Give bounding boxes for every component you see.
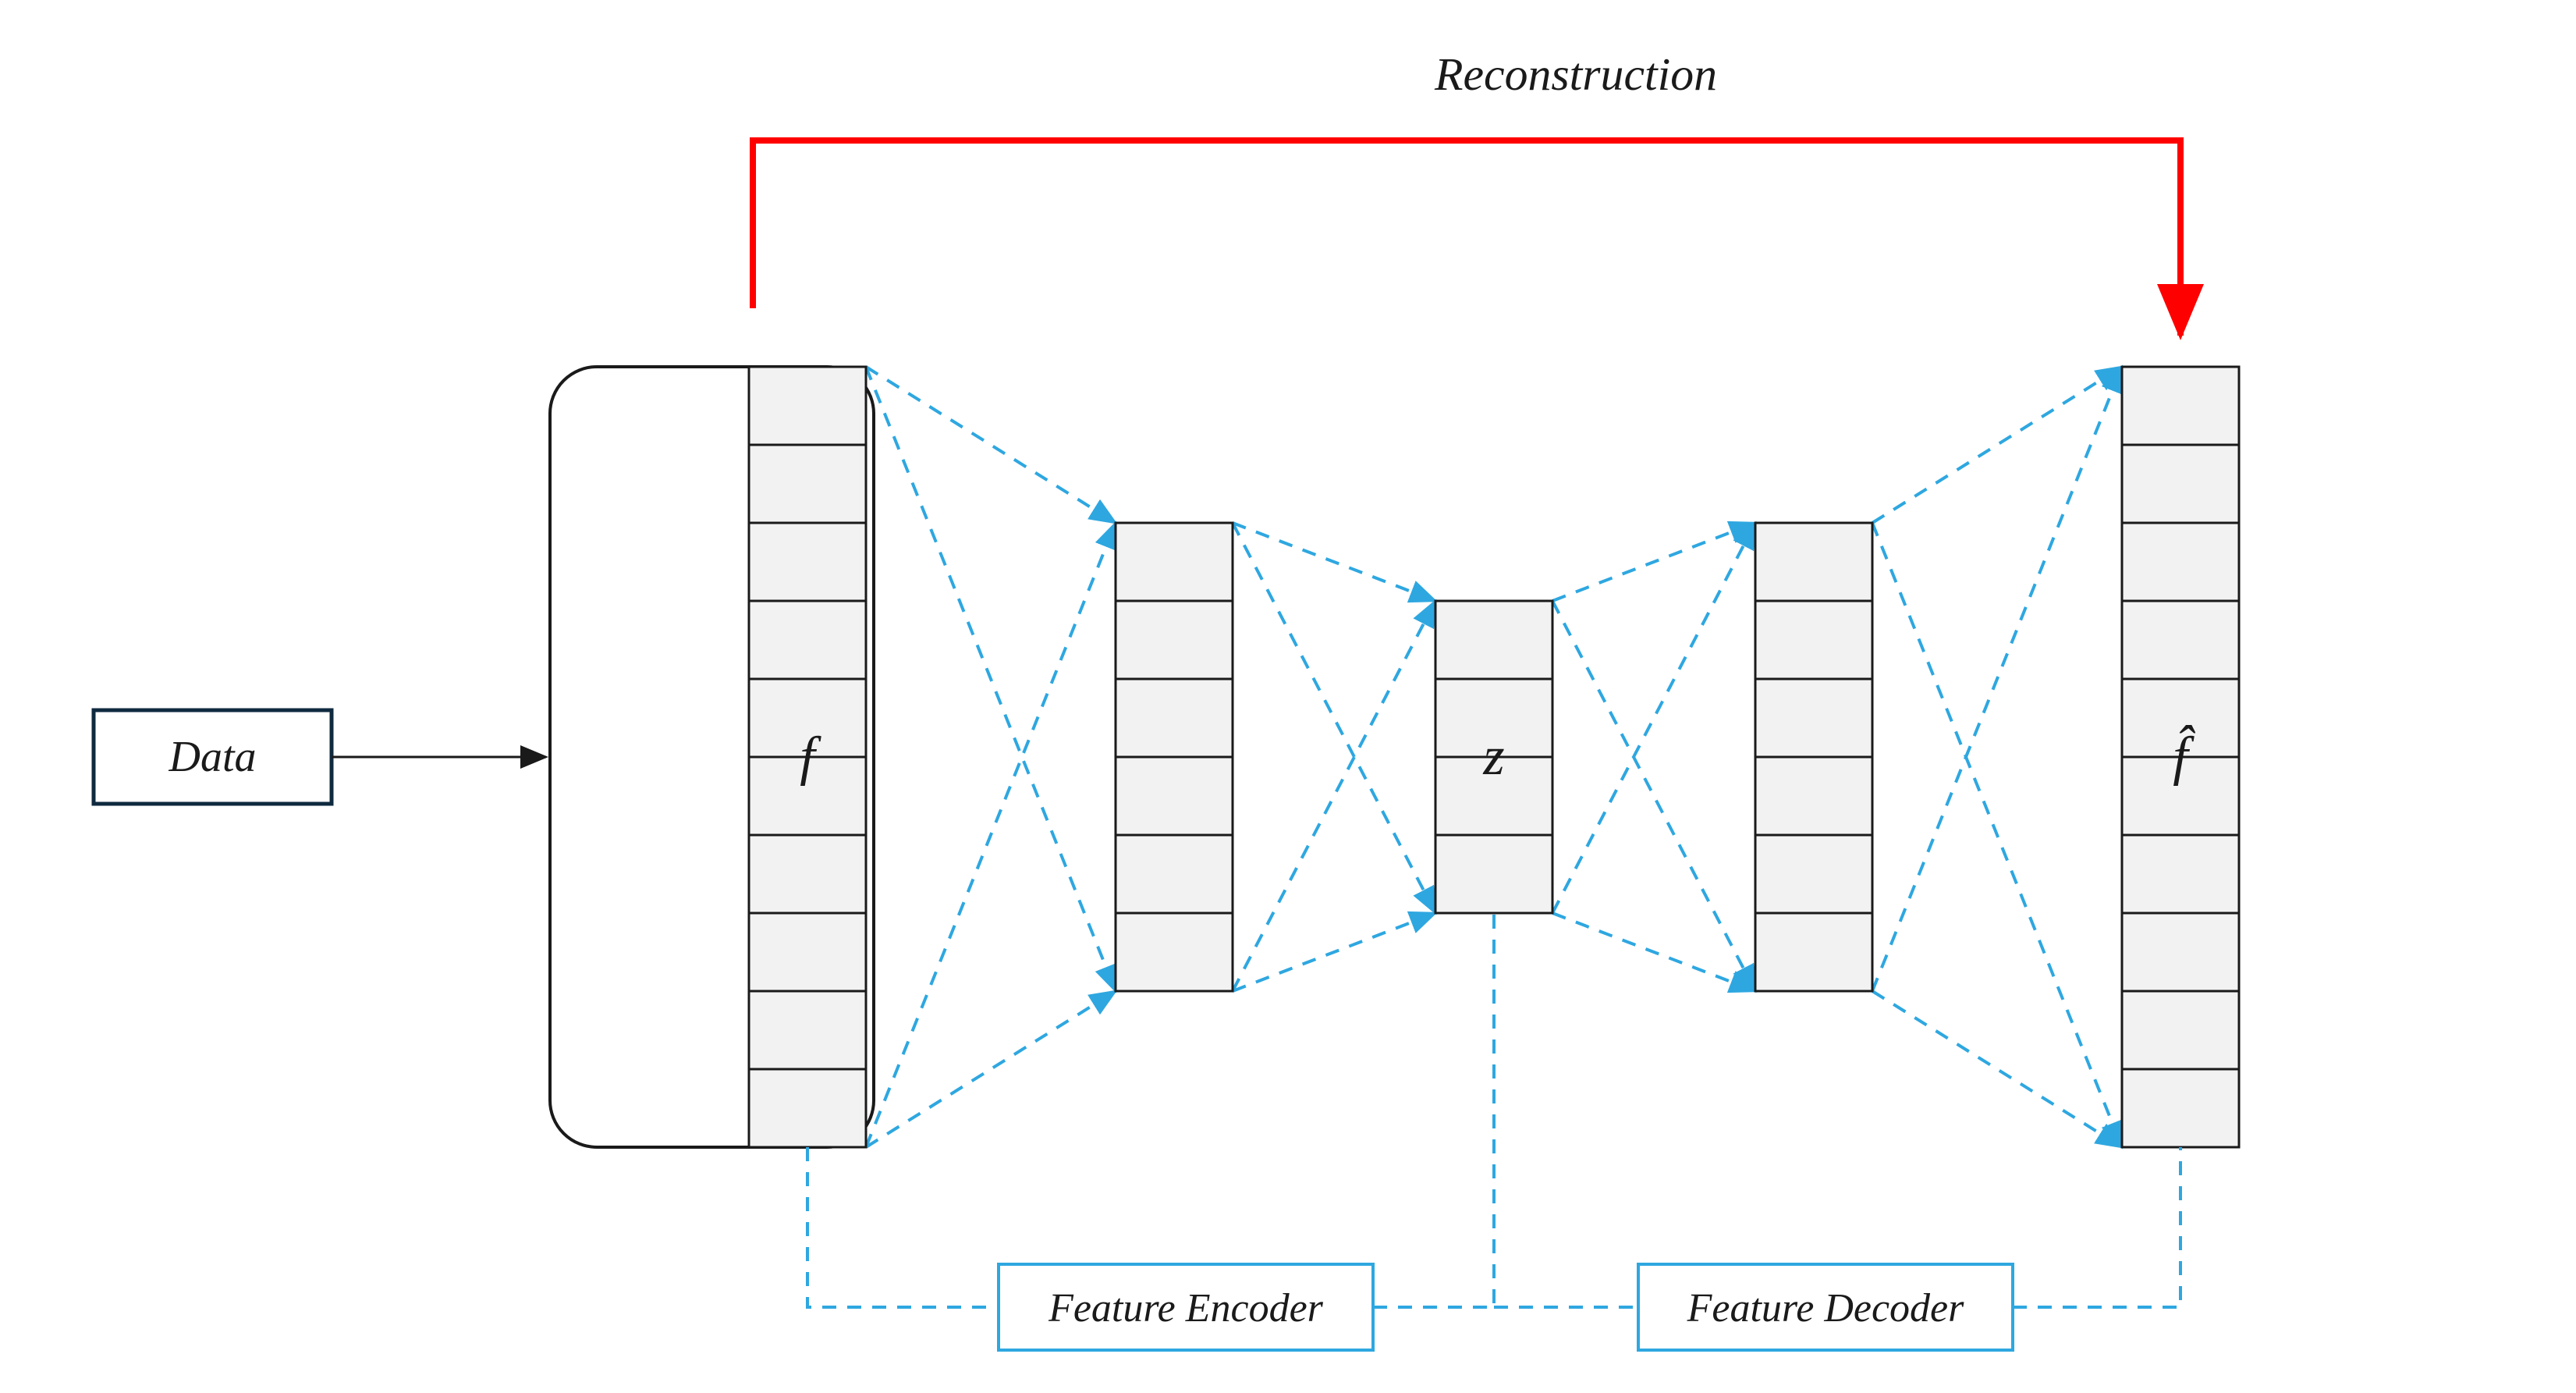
layer-cell [1116, 757, 1233, 835]
layer-hidden-1 [1116, 523, 1233, 991]
layer-cell [1116, 601, 1233, 679]
layer-cell [2122, 991, 2239, 1069]
layer-cell [2122, 913, 2239, 991]
layer-cell [2122, 601, 2239, 679]
reconstruction-label: Reconstruction [1434, 48, 1717, 100]
layer-cell [1755, 679, 1872, 757]
autoencoder-diagram: ReconstructionDatafzf̂Feature EncoderFea… [0, 0, 2576, 1393]
layer-cell [749, 913, 866, 991]
layer-cell [2122, 1069, 2239, 1147]
layer-cell [1435, 601, 1552, 679]
layer-cell [2122, 445, 2239, 523]
layer-cell [1116, 523, 1233, 601]
z-label: z [1482, 727, 1504, 787]
layer-cell [749, 835, 866, 913]
feature-encoder-box-label: Feature Encoder [1048, 1286, 1324, 1331]
data-label: Data [169, 733, 257, 781]
layer-cell [1755, 835, 1872, 913]
layer-cell [2122, 523, 2239, 601]
layer-cell [1116, 679, 1233, 757]
layer-cell [749, 991, 866, 1069]
layer-cell [1755, 601, 1872, 679]
layer-cell [749, 445, 866, 523]
layer-cell [749, 367, 866, 445]
feature-decoder-box-label: Feature Decoder [1687, 1286, 1964, 1331]
layer-hidden-2 [1755, 523, 1872, 991]
layer-cell [1755, 523, 1872, 601]
layer-cell [1755, 757, 1872, 835]
layer-cell [749, 601, 866, 679]
layer-cell [1435, 835, 1552, 913]
layer-cell [749, 1069, 866, 1147]
layer-cell [749, 523, 866, 601]
layer-cell [1755, 913, 1872, 991]
layer-cell [1116, 835, 1233, 913]
layer-cell [2122, 835, 2239, 913]
layer-cell [1116, 913, 1233, 991]
layer-cell [2122, 367, 2239, 445]
